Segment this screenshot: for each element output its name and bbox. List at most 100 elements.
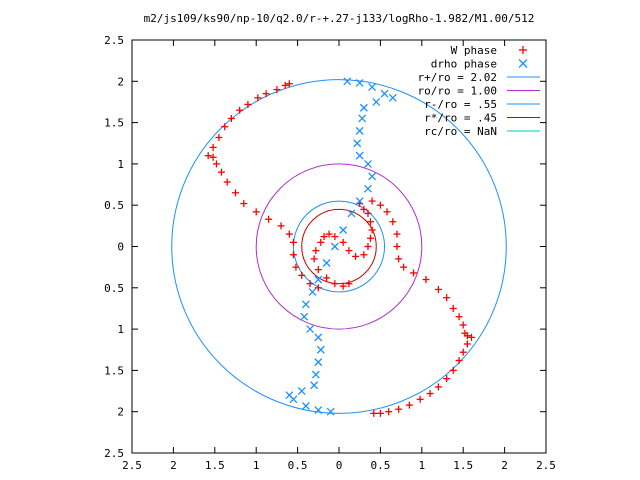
drho-phase-point [364, 184, 372, 193]
legend-label: r-/ro = .55 [424, 98, 497, 111]
w-phase-point [459, 321, 467, 329]
x-tick-label: 1 [418, 459, 425, 472]
drho-phase-point [314, 406, 323, 415]
legend-label: r+/ro = 2.02 [418, 71, 497, 84]
w-phase-point [236, 106, 244, 114]
drho-phase-point [355, 126, 364, 135]
y-tick-label: 2.5 [104, 34, 124, 47]
x-tick-label: 2 [170, 459, 177, 472]
w-phase-point [416, 395, 424, 403]
circle-r-ro-55 [292, 200, 386, 293]
w-phase-point [393, 243, 401, 250]
circle-ro-ro-1-00 [255, 163, 423, 330]
w-phase-point [310, 255, 318, 263]
drho-phase-point [300, 312, 309, 321]
w-phase-point [364, 243, 372, 250]
x-tick-label: 0 [336, 459, 343, 472]
w-phase-point [285, 230, 293, 238]
drho-phase-point [372, 97, 381, 106]
w-phase-point [221, 123, 229, 131]
w-phase-point [360, 251, 368, 259]
w-phase-point [277, 222, 285, 230]
x-tick-label: 2.5 [536, 459, 556, 472]
drho-phase-point [358, 114, 367, 123]
w-phase-point [306, 280, 314, 288]
w-phase-point [204, 152, 212, 160]
drho-phase-point [314, 358, 323, 367]
circle-r-ro-2-02 [171, 79, 507, 414]
w-phase-point [325, 230, 333, 238]
drho-phase-point [343, 77, 352, 86]
w-phase-point [252, 208, 260, 216]
w-phase-point [443, 294, 451, 302]
y-tick-label: 1 [117, 323, 124, 336]
drho-phase-point [355, 151, 364, 160]
drho-phase-point [359, 103, 368, 112]
w-phase-point [273, 86, 281, 94]
w-phase-point [244, 100, 252, 108]
drho-phase-point [314, 333, 323, 342]
y-tick-label: 0 [117, 241, 124, 254]
legend-label: ro/ro = 1.00 [418, 85, 497, 98]
w-phase-point [345, 280, 353, 288]
drho-phase-point [339, 226, 348, 234]
w-phase-point [400, 263, 408, 271]
w-phase-point [285, 80, 293, 88]
legend-label: W phase [451, 44, 497, 57]
w-phase-point [292, 263, 300, 271]
circle-r-ro-45 [301, 208, 377, 285]
chart-title: m2/js109/ks90/np-10/q2.0/r-+.27-j133/log… [144, 12, 535, 25]
drho-phase-point [306, 325, 314, 334]
w-phase-point [376, 409, 384, 417]
y-tick-label: 1 [117, 158, 124, 171]
w-phase-point [370, 409, 378, 417]
drho-phase-point [316, 345, 325, 354]
x-tick-label: 1 [253, 459, 260, 472]
w-phase-point [232, 189, 239, 197]
drho-phase-point [289, 395, 298, 404]
w-phase-point [331, 233, 339, 241]
w-phase-point [345, 247, 353, 255]
w-phase-point [212, 160, 220, 168]
w-phase-point [317, 238, 325, 246]
drho-phase-point [355, 78, 364, 87]
drho-phase-point [311, 370, 320, 379]
y-tick-label: 0.5 [104, 199, 124, 212]
w-phase-point [422, 276, 430, 284]
w-phase-point [467, 333, 475, 341]
w-phase-point [463, 332, 471, 340]
drho-phase-point [368, 172, 377, 181]
w-phase-point [209, 153, 217, 161]
drho-phase-point [310, 381, 319, 390]
w-phase-point [298, 271, 306, 279]
w-phase-point [339, 282, 347, 290]
w-phase-point [314, 284, 322, 292]
w-phase-point [393, 230, 401, 238]
x-tick-label: 1.5 [205, 459, 225, 472]
drho-phase-point [326, 407, 335, 416]
w-phase-point [449, 304, 457, 312]
x-tick-label: 0.5 [288, 459, 308, 472]
w-phase-point [410, 269, 418, 277]
drho-phase-point [368, 83, 377, 92]
drho-phase-point [322, 259, 331, 267]
w-phase-point [383, 208, 391, 216]
w-phase-point [368, 226, 376, 234]
x-tick-label: 0.5 [370, 459, 390, 472]
drho-phase-point [347, 209, 356, 218]
legend-label: r*/ro = .45 [424, 112, 497, 125]
w-phase-point [395, 405, 403, 413]
w-phase-point [289, 251, 297, 259]
w-phase-point [449, 366, 457, 374]
y-tick-label: 0.5 [104, 282, 124, 295]
legend-swatch [518, 59, 528, 68]
y-tick-label: 1.5 [104, 364, 124, 377]
legend-label: rc/ro = NaN [424, 125, 497, 138]
w-phase-point [312, 247, 320, 255]
w-phase-point [254, 94, 262, 102]
w-phase-point [215, 133, 223, 141]
drho-phase-point [301, 401, 310, 410]
w-phase-point [227, 114, 235, 122]
drho-phase-point [330, 242, 339, 251]
y-tick-label: 2 [117, 406, 124, 419]
